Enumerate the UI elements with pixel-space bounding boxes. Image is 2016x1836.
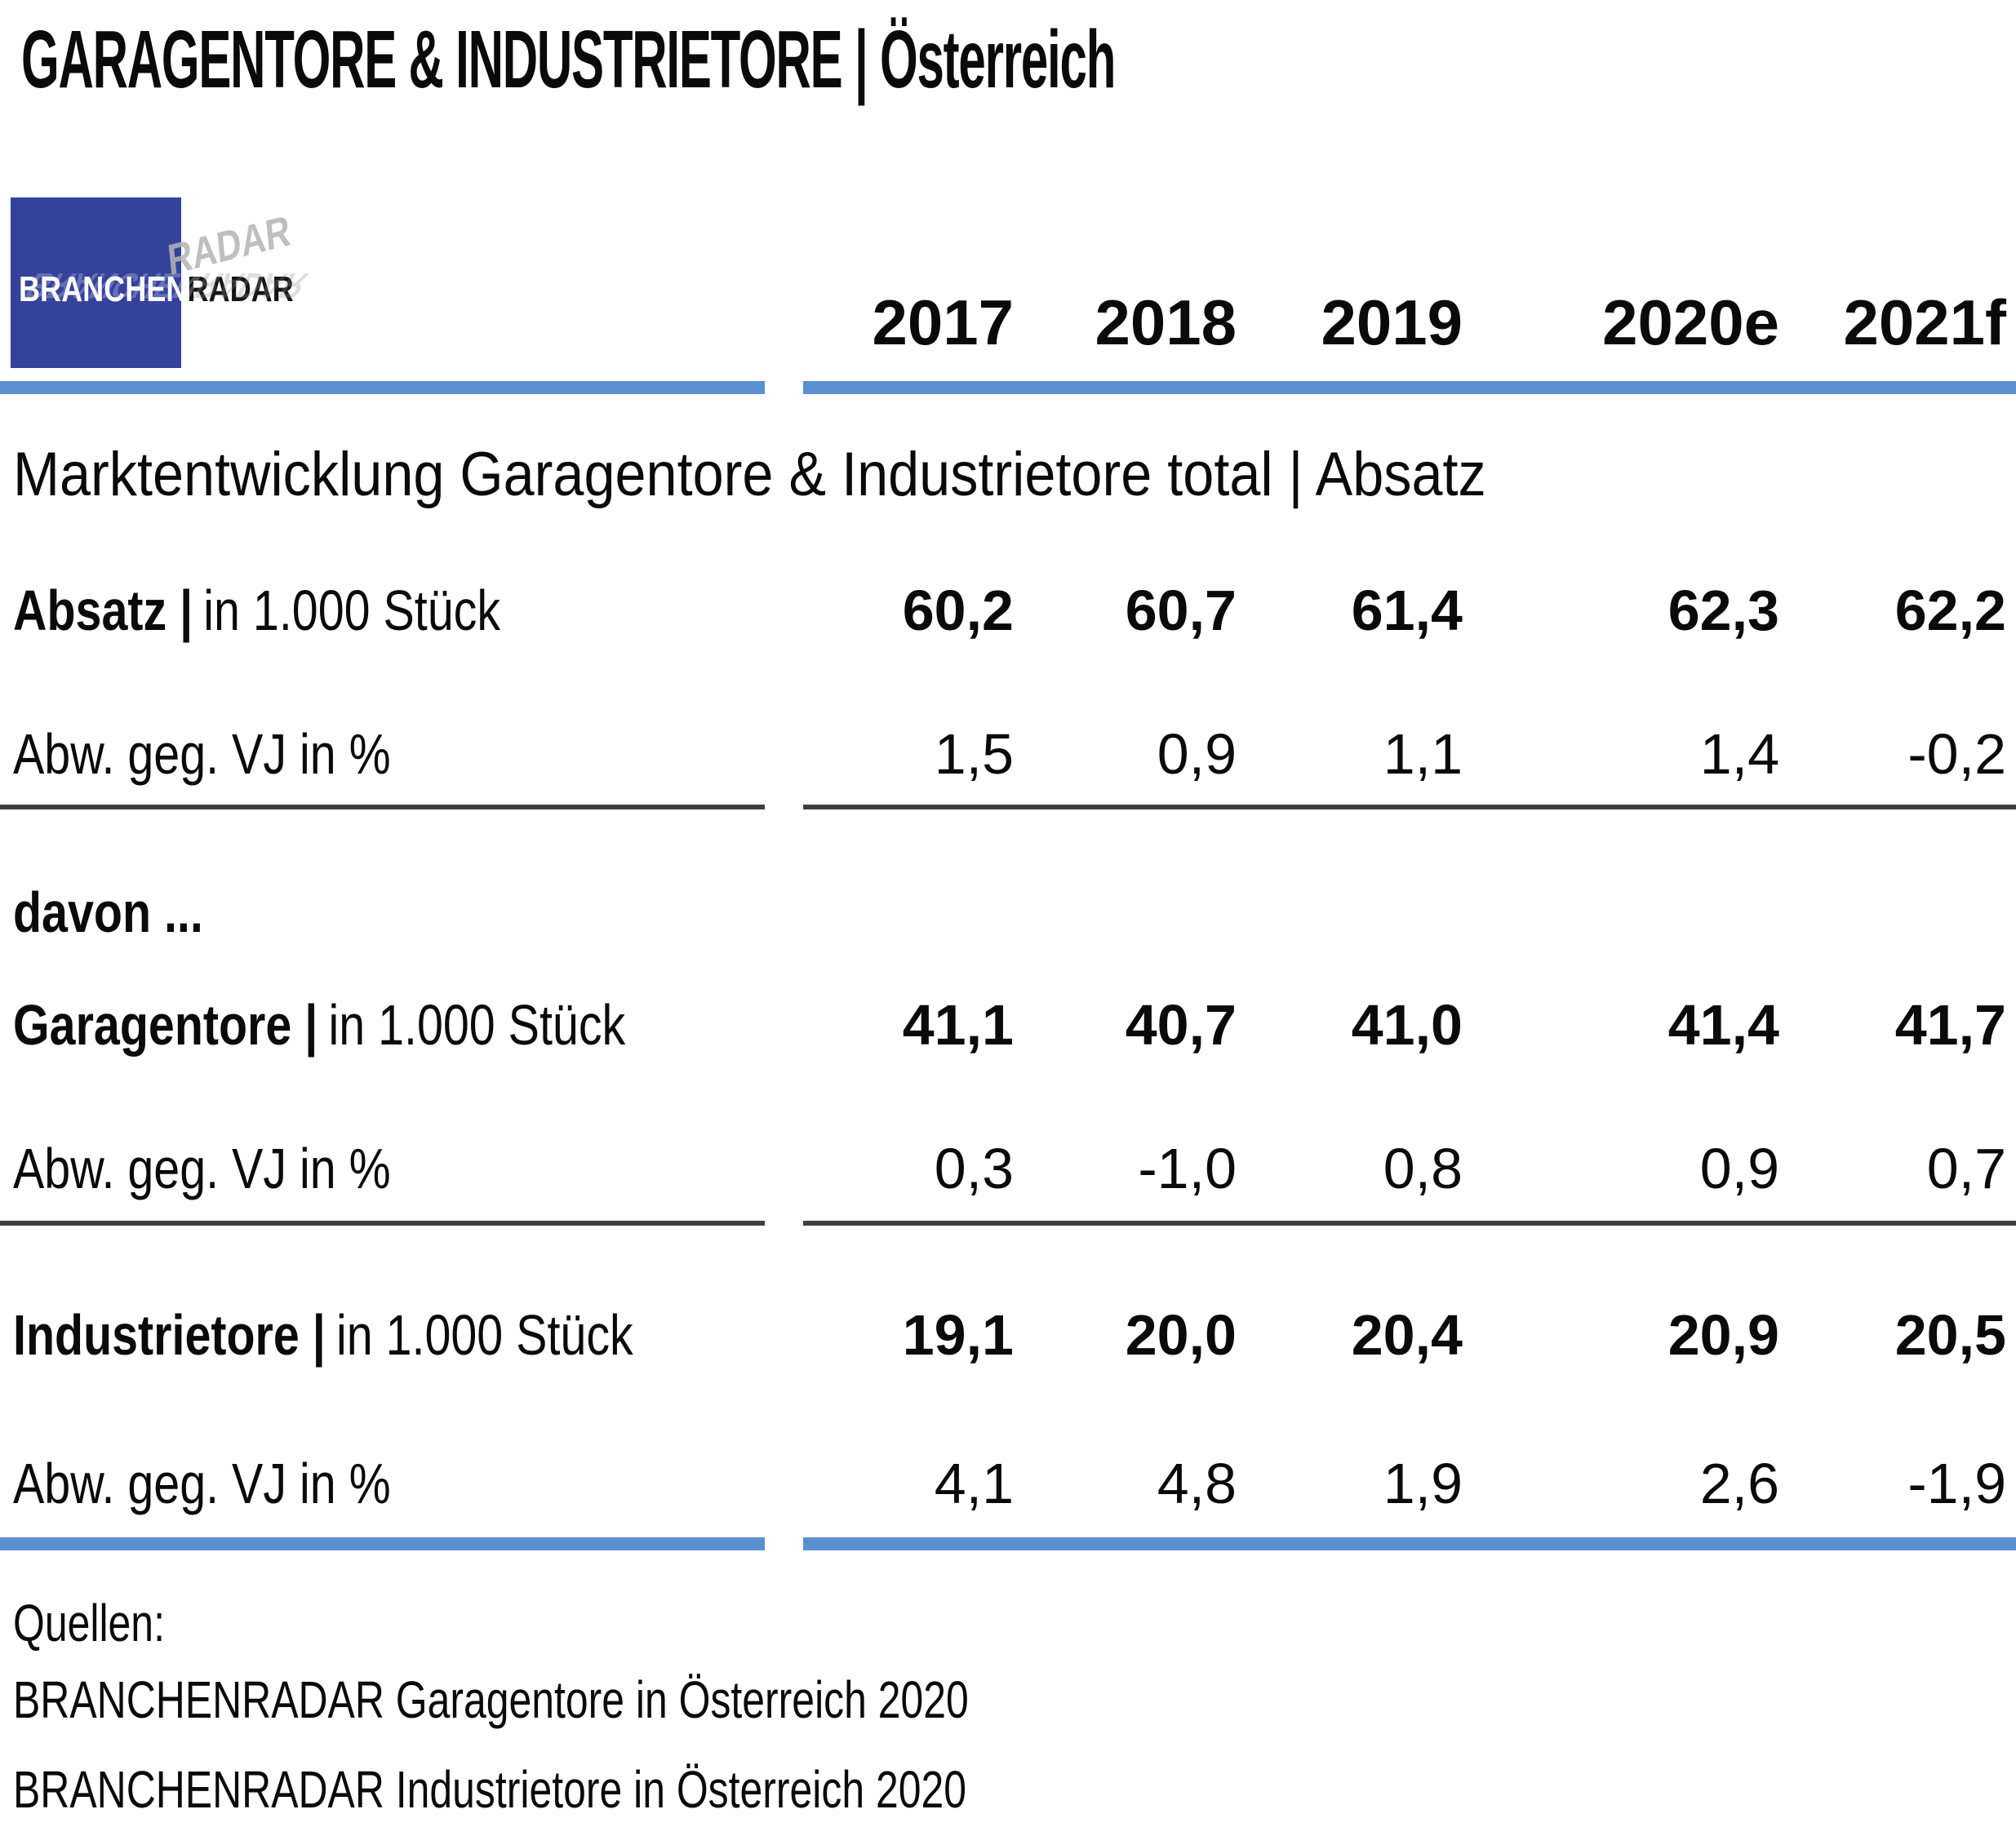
page-title: GARAGENTORE & INDUSTRIETORE | Österreich <box>21 13 1845 107</box>
table-row-absatz-total: Absatz | in 1.000 Stück 60,2 60,7 61,4 62… <box>0 578 2016 648</box>
value-cell: 1,4 <box>1699 722 1779 786</box>
value-cell: 41,1 <box>902 993 1014 1057</box>
table-row-davon: davon ... <box>0 880 2016 950</box>
divider-right <box>803 1221 2016 1226</box>
row-label: Abw. geg. VJ in % <box>13 1137 391 1200</box>
row-label: Abw. geg. VJ in % <box>13 722 391 786</box>
logo-wordmark-radar: RADAR <box>187 269 294 309</box>
value-cell: -0,2 <box>1907 722 2006 786</box>
table-row-abw-total: Abw. geg. VJ in % 1,5 0,9 1,1 1,4 -0,2 <box>0 721 2016 792</box>
value-cell: 62,3 <box>1667 579 1779 642</box>
column-header-row: 2017 2018 2019 2020e 2021f <box>0 286 2016 361</box>
value-cell: 0,9 <box>1699 1137 1779 1200</box>
row-label: davon ... <box>13 880 203 944</box>
value-cell: 20,5 <box>1894 1303 2006 1367</box>
branchenradar-logo: RADAR BRANCHENRADAR BRANCHENRADAR <box>11 197 337 373</box>
row-label: Industrietore | in 1.000 Stück <box>13 1303 633 1367</box>
table-row-industrietore: Industrietore | in 1.000 Stück 19,1 20,0 … <box>0 1302 2016 1373</box>
value-cell: 61,4 <box>1351 579 1463 642</box>
row-label: Abw. geg. VJ in % <box>13 1452 391 1515</box>
column-header-2020e: 2020e <box>1602 286 1779 358</box>
accent-bar-bottom-right <box>803 1537 2016 1550</box>
page-title-text: GARAGENTORE & INDUSTRIETORE | Österreich <box>21 14 1116 105</box>
column-header-2017: 2017 <box>872 286 1014 358</box>
column-header-2019: 2019 <box>1321 286 1463 358</box>
divider-left <box>0 1221 765 1226</box>
accent-bar-top-left <box>0 381 765 394</box>
value-cell: 60,2 <box>902 579 1014 642</box>
value-cell: 20,4 <box>1351 1303 1463 1367</box>
value-cell: 41,7 <box>1894 993 2006 1057</box>
section-header: Marktentwicklung Garagentore & Industrie… <box>13 440 1486 509</box>
logo-wordmark-branchen: BRANCHEN <box>19 269 188 309</box>
table-row-abw-industrietore: Abw. geg. VJ in % 4,1 4,8 1,9 2,6 -1,9 <box>0 1451 2016 1521</box>
value-cell: 4,8 <box>1157 1452 1237 1515</box>
row-label: Garagentore | in 1.000 Stück <box>13 993 626 1057</box>
value-cell: 62,2 <box>1894 579 2006 642</box>
value-cell: 4,1 <box>934 1452 1014 1515</box>
value-cell: 60,7 <box>1125 579 1237 642</box>
value-cell: 20,0 <box>1125 1303 1237 1367</box>
logo-blue-square <box>11 197 181 368</box>
value-cell: -1,0 <box>1138 1137 1237 1200</box>
value-cell: 1,5 <box>934 722 1014 786</box>
value-cell: 41,4 <box>1667 993 1779 1057</box>
divider-left <box>0 805 765 809</box>
table-row-garagentore: Garagentore | in 1.000 Stück 41,1 40,7 41… <box>0 992 2016 1062</box>
source-item: BRANCHENRADAR Industrietore in Österreic… <box>13 1760 967 1819</box>
value-cell: 2,6 <box>1699 1452 1779 1515</box>
value-cell: -1,9 <box>1907 1452 2006 1515</box>
value-cell: 0,8 <box>1383 1137 1463 1200</box>
table-row-abw-garagentore: Abw. geg. VJ in % 0,3 -1,0 0,8 0,9 0,7 <box>0 1136 2016 1206</box>
sources-heading: Quellen: <box>13 1594 165 1652</box>
value-cell: 0,7 <box>1926 1137 2006 1200</box>
logo-wordmark: BRANCHENRADAR <box>19 269 354 310</box>
value-cell: 20,9 <box>1667 1303 1779 1367</box>
value-cell: 1,1 <box>1383 722 1463 786</box>
accent-bar-top-right <box>803 381 2016 394</box>
value-cell: 41,0 <box>1351 993 1463 1057</box>
value-cell: 0,3 <box>934 1137 1014 1200</box>
column-header-2018: 2018 <box>1095 286 1237 358</box>
row-label: Absatz | in 1.000 Stück <box>13 579 501 642</box>
value-cell: 19,1 <box>902 1303 1014 1367</box>
column-header-2021f: 2021f <box>1843 286 2007 358</box>
value-cell: 1,9 <box>1383 1452 1463 1515</box>
value-cell: 0,9 <box>1157 722 1237 786</box>
logo-wordmark-reflection: BRANCHENRADAR <box>19 265 315 305</box>
divider-right <box>803 805 2016 809</box>
accent-bar-bottom-left <box>0 1537 765 1550</box>
value-cell: 40,7 <box>1125 993 1237 1057</box>
source-item: BRANCHENRADAR Garagentore in Österreich … <box>13 1670 969 1729</box>
